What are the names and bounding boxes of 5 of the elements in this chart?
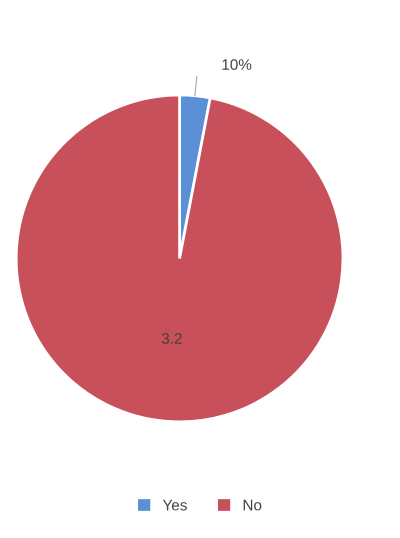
text: 3.2 — [162, 333, 182, 344]
text: 10% — [222, 59, 252, 70]
legend-label: No — [244, 500, 262, 510]
legend-label: Yes — [162, 500, 187, 510]
pie-slice — [14, 94, 344, 424]
